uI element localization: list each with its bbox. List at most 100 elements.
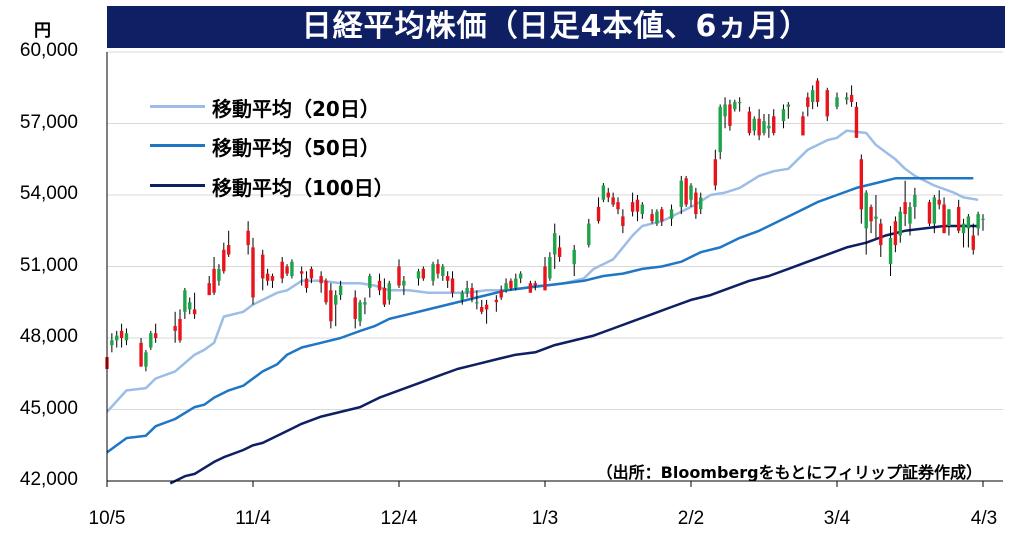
candle-body — [397, 266, 401, 286]
candle-56 — [484, 299, 489, 324]
candle-body — [655, 211, 659, 224]
candle-18 — [226, 230, 231, 257]
candle-body — [932, 197, 937, 224]
candle-53 — [470, 283, 474, 303]
candle-104 — [806, 92, 810, 117]
candle-70 — [587, 218, 591, 248]
candle-114 — [869, 204, 873, 234]
candle-4 — [124, 328, 129, 346]
candle-body — [606, 192, 610, 198]
candle-74 — [611, 192, 615, 207]
candle-body — [835, 97, 839, 107]
candle-body — [810, 90, 815, 103]
candle-22 — [265, 268, 270, 286]
candle-107 — [825, 87, 829, 122]
candle-115 — [874, 195, 878, 238]
candle-body — [416, 271, 421, 279]
candle-body — [304, 278, 309, 288]
candle-40 — [382, 278, 387, 308]
candle-body — [650, 214, 654, 222]
candle-45 — [421, 266, 426, 281]
candle-37 — [363, 297, 367, 315]
candle-body — [679, 180, 683, 207]
candle-body — [280, 261, 284, 279]
candle-13 — [192, 292, 197, 319]
candle-body — [874, 216, 878, 219]
candle-109 — [845, 92, 849, 105]
candle-21 — [261, 249, 265, 291]
candle-body — [441, 266, 445, 277]
candle-body — [689, 185, 693, 200]
candle-body — [879, 223, 883, 246]
candle-body — [514, 278, 518, 288]
candle-113 — [864, 190, 868, 255]
candle-27 — [299, 266, 304, 286]
candle-92 — [728, 99, 732, 131]
candle-body — [781, 109, 786, 122]
candle-body — [251, 247, 255, 298]
y-tick-label: 48,000 — [19, 326, 78, 347]
candle-112 — [859, 154, 864, 224]
candle-132 — [976, 211, 980, 236]
candle-body — [737, 102, 742, 104]
chart-title: 日経平均株価（日足4本値、6ヵ月） — [301, 9, 811, 44]
candle-body — [309, 268, 314, 279]
candle-47 — [436, 259, 440, 279]
candle-127 — [947, 209, 951, 236]
candle-body — [110, 340, 114, 346]
candle-1 — [110, 333, 114, 353]
candle-body — [903, 202, 907, 215]
candle-7 — [149, 330, 153, 350]
candle-26 — [290, 259, 294, 279]
candle-90 — [718, 104, 722, 160]
candle-93 — [733, 99, 737, 112]
x-tick-label: 3/4 — [823, 508, 851, 529]
candle-body — [265, 273, 270, 281]
candle-body — [596, 206, 601, 222]
candle-body — [548, 256, 552, 279]
legend-label-ma100: 移動平均（100日） — [212, 176, 394, 200]
candle-body — [757, 118, 761, 136]
candle-20 — [251, 237, 255, 305]
candle-body — [587, 223, 591, 246]
candle-86 — [689, 183, 693, 207]
candle-body — [246, 230, 250, 246]
candle-body — [499, 290, 503, 298]
candle-41 — [387, 280, 391, 305]
candle-body — [470, 287, 474, 298]
y-tick-label: 45,000 — [19, 397, 78, 419]
candle-15 — [212, 256, 216, 296]
candle-89 — [713, 149, 718, 191]
candle-54 — [475, 290, 479, 310]
candle-body — [976, 214, 980, 229]
candle-129 — [961, 218, 966, 248]
candle-body — [971, 235, 975, 250]
candle-130 — [966, 214, 971, 248]
candle-80 — [650, 209, 654, 224]
candle-body — [898, 211, 902, 236]
candle-57 — [494, 295, 499, 312]
candle-body — [436, 264, 440, 274]
candle-72 — [601, 183, 606, 203]
y-tick-label: 42,000 — [19, 469, 78, 490]
series-line-ma100 — [169, 224, 979, 485]
source-note: （出所：Bloombergをもとにフィリップ証券作成） — [596, 463, 982, 482]
legend-swatch-ma20 — [150, 105, 205, 108]
candle-body — [553, 233, 557, 255]
candle-65 — [543, 256, 547, 291]
candle-100 — [772, 109, 776, 136]
y-tick-label: 54,000 — [19, 183, 78, 204]
candle-body — [450, 278, 455, 293]
candle-body — [217, 268, 221, 281]
candle-31 — [324, 278, 328, 305]
candle-49 — [445, 271, 450, 288]
candle-87 — [694, 187, 698, 219]
candle-body — [509, 280, 513, 288]
legend-swatch-ma50 — [150, 144, 205, 147]
candle-body — [713, 159, 718, 186]
candle-82 — [660, 206, 664, 226]
candle-120 — [903, 180, 907, 226]
candle-body — [226, 245, 231, 255]
candle-55 — [480, 299, 484, 315]
candle-38 — [368, 273, 372, 298]
